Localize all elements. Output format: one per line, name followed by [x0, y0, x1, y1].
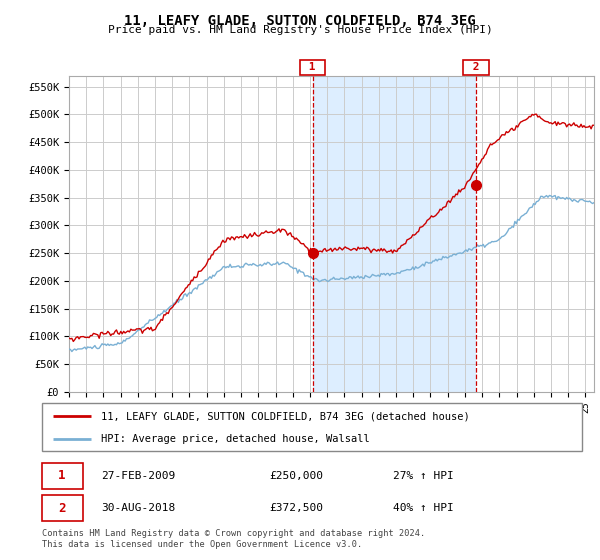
- FancyBboxPatch shape: [42, 403, 582, 451]
- Text: 1: 1: [58, 469, 66, 483]
- Text: HPI: Average price, detached house, Walsall: HPI: Average price, detached house, Wals…: [101, 434, 370, 444]
- FancyBboxPatch shape: [42, 463, 83, 489]
- Text: £372,500: £372,500: [269, 503, 323, 513]
- Bar: [313, 76, 476, 392]
- Text: Price paid vs. HM Land Registry's House Price Index (HPI): Price paid vs. HM Land Registry's House …: [107, 25, 493, 35]
- Text: 27-FEB-2009: 27-FEB-2009: [101, 471, 176, 481]
- Text: 2: 2: [58, 502, 66, 515]
- Text: £250,000: £250,000: [269, 471, 323, 481]
- Text: 30-AUG-2018: 30-AUG-2018: [101, 503, 176, 513]
- Text: 40% ↑ HPI: 40% ↑ HPI: [393, 503, 454, 513]
- Text: 11, LEAFY GLADE, SUTTON COLDFIELD, B74 3EG: 11, LEAFY GLADE, SUTTON COLDFIELD, B74 3…: [124, 14, 476, 28]
- FancyBboxPatch shape: [42, 495, 83, 521]
- Text: Contains HM Land Registry data © Crown copyright and database right 2024.
This d: Contains HM Land Registry data © Crown c…: [42, 529, 425, 549]
- Text: 2: 2: [466, 62, 487, 72]
- Text: 1: 1: [302, 62, 323, 72]
- Text: 11, LEAFY GLADE, SUTTON COLDFIELD, B74 3EG (detached house): 11, LEAFY GLADE, SUTTON COLDFIELD, B74 3…: [101, 411, 470, 421]
- Text: 27% ↑ HPI: 27% ↑ HPI: [393, 471, 454, 481]
